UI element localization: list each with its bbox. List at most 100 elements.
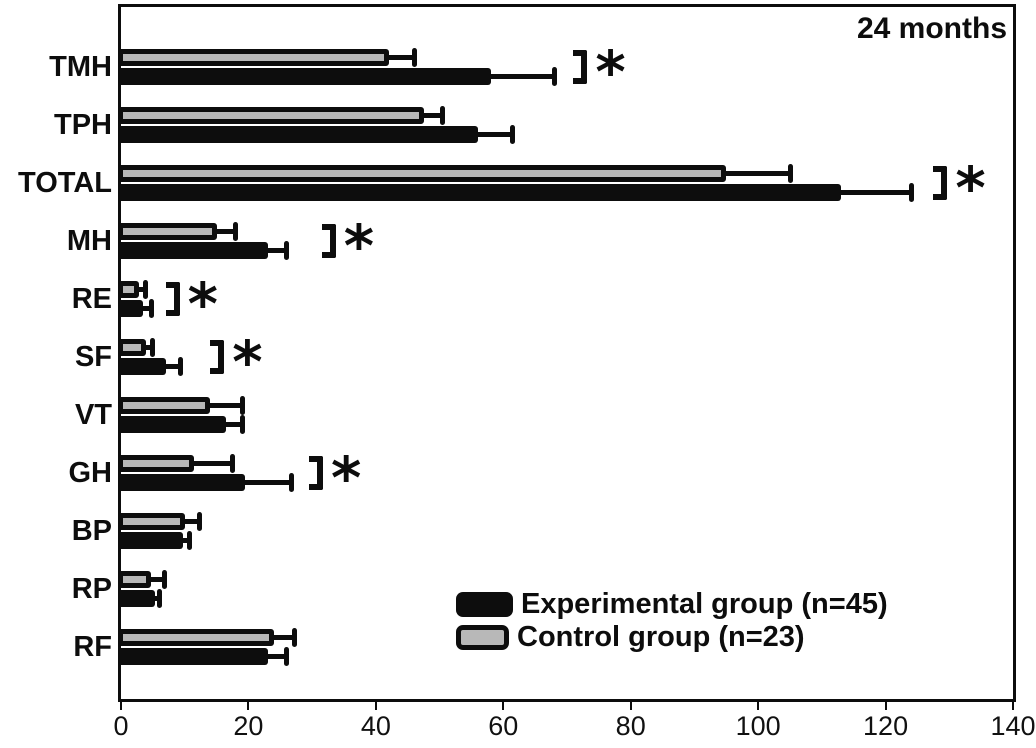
x-tick-label-20: 20 <box>233 711 264 741</box>
ylabel-TMH: TMH <box>49 51 112 83</box>
error-control-SF-line <box>143 345 153 350</box>
time-period-annotation: 24 months <box>856 12 1007 45</box>
significance-bracket-MH <box>321 224 336 258</box>
x-tick-20 <box>247 702 250 710</box>
legend-item-experimental: Experimental group (n=45) <box>456 588 888 621</box>
error-control-RF-cap <box>292 628 298 647</box>
error-control-MH-line <box>213 229 236 234</box>
x-tick-label-0: 0 <box>113 711 129 741</box>
error-experimental-TOTAL-line <box>837 190 912 195</box>
error-experimental-RF-line <box>264 654 287 659</box>
error-control-TPH-cap <box>440 106 446 125</box>
bar-control-RF <box>121 629 274 646</box>
error-experimental-MH-line <box>264 248 287 253</box>
legend-label-experimental: Experimental group (n=45) <box>521 588 888 620</box>
significance-star-RE: * <box>187 270 218 338</box>
ylabel-RF: RF <box>73 631 112 663</box>
bar-control-TMH <box>121 49 389 66</box>
x-tick-label-100: 100 <box>735 711 781 741</box>
error-experimental-VT-line <box>223 422 243 427</box>
x-tick-0 <box>120 702 122 710</box>
error-control-BP-line <box>181 519 200 524</box>
ylabel-BP: BP <box>71 515 112 547</box>
x-tick-label-120: 120 <box>863 711 909 741</box>
error-control-RP-cap <box>162 570 168 589</box>
bar-control-VT <box>121 397 211 414</box>
significance-star-TMH: * <box>595 38 626 106</box>
ylabel-RP: RP <box>71 573 112 605</box>
error-control-TMH-line <box>385 55 415 60</box>
control-swatch-icon <box>456 625 509 650</box>
error-experimental-MH-cap <box>284 241 290 260</box>
x-tick-100 <box>757 702 760 710</box>
x-tick-120 <box>884 702 887 710</box>
bar-experimental-VT <box>121 416 227 433</box>
ylabel-SF: SF <box>74 341 112 373</box>
ylabel-VT: VT <box>74 399 112 431</box>
bar-experimental-TMH <box>121 68 491 85</box>
bar-experimental-RE <box>121 300 144 317</box>
significance-star-SF: * <box>232 328 263 396</box>
bar-experimental-SF <box>121 358 166 375</box>
error-control-VT-line <box>207 403 243 408</box>
error-control-RE-line <box>135 287 146 292</box>
bar-experimental-RF <box>121 648 268 665</box>
ylabel-MH: MH <box>66 225 112 257</box>
significance-bracket-TMH <box>573 50 588 84</box>
legend-item-control: Control group (n=23) <box>456 621 888 654</box>
x-tick-label-60: 60 <box>488 711 519 741</box>
error-control-VT-cap <box>239 396 245 415</box>
ylabel-TOTAL: TOTAL <box>18 167 112 199</box>
error-experimental-BP-line <box>180 538 190 543</box>
error-experimental-RP-cap <box>157 589 163 608</box>
error-control-TOTAL-cap <box>787 164 793 183</box>
error-control-RE-cap <box>142 280 148 299</box>
error-control-TMH-cap <box>411 48 417 67</box>
error-experimental-SF-line <box>162 364 181 369</box>
ylabel-GH: GH <box>68 457 113 489</box>
bar-experimental-GH <box>121 474 246 491</box>
bar-control-TOTAL <box>121 165 727 182</box>
error-control-TOTAL-line <box>723 171 790 176</box>
x-tick-label-40: 40 <box>360 711 391 741</box>
error-control-BP-cap <box>196 512 202 531</box>
error-experimental-RF-cap <box>284 647 290 666</box>
ylabel-RE: RE <box>71 283 112 315</box>
x-tick-60 <box>502 702 505 710</box>
error-experimental-RP-line <box>151 596 160 601</box>
bar-control-TPH <box>121 107 424 124</box>
error-experimental-TMH-cap <box>551 67 557 86</box>
bar-control-GH <box>121 455 195 472</box>
bar-experimental-TPH <box>121 126 478 143</box>
experimental-swatch-icon <box>456 592 513 617</box>
error-experimental-TMH-line <box>487 74 555 79</box>
legend: Experimental group (n=45) Control group … <box>456 588 888 654</box>
bar-control-RP <box>121 571 151 588</box>
error-control-GH-cap <box>230 454 235 473</box>
x-tick-80 <box>629 702 632 710</box>
error-experimental-VT-cap <box>240 415 246 434</box>
bar-experimental-TOTAL <box>121 184 841 201</box>
bar-control-MH <box>121 223 217 240</box>
bar-control-BP <box>121 513 185 530</box>
error-experimental-SF-cap <box>178 357 184 376</box>
x-tick-label-80: 80 <box>615 711 646 741</box>
error-experimental-GH-line <box>242 480 292 485</box>
error-experimental-GH-cap <box>289 473 295 492</box>
plot-area: * * * * * * <box>118 4 1016 702</box>
significance-star-MH: * <box>343 212 375 280</box>
error-experimental-TPH-line <box>474 132 513 137</box>
significance-bracket-SF <box>210 340 225 374</box>
error-control-MH-cap <box>233 222 239 241</box>
x-tick-140 <box>1012 702 1014 710</box>
error-control-TPH-line <box>420 113 443 118</box>
error-control-SF-cap <box>150 338 156 357</box>
error-experimental-RE-line <box>140 306 152 311</box>
significance-bracket-RE <box>165 282 180 316</box>
error-control-RF-line <box>270 635 295 640</box>
significance-bracket-TOTAL <box>933 166 948 200</box>
error-experimental-TOTAL-cap <box>908 183 914 202</box>
bar-experimental-BP <box>121 532 184 549</box>
legend-label-control: Control group (n=23) <box>517 621 805 653</box>
